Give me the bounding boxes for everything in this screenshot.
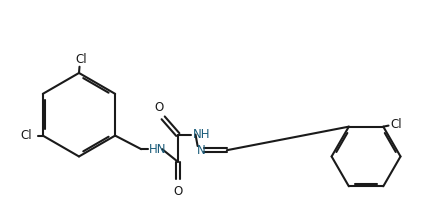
Text: Cl: Cl	[75, 53, 87, 66]
Text: NH: NH	[192, 128, 210, 141]
Text: Cl: Cl	[21, 129, 32, 142]
Text: Cl: Cl	[391, 118, 402, 131]
Text: O: O	[155, 101, 164, 114]
Text: HN: HN	[149, 143, 166, 156]
Text: O: O	[173, 185, 182, 198]
Text: N: N	[197, 144, 205, 157]
